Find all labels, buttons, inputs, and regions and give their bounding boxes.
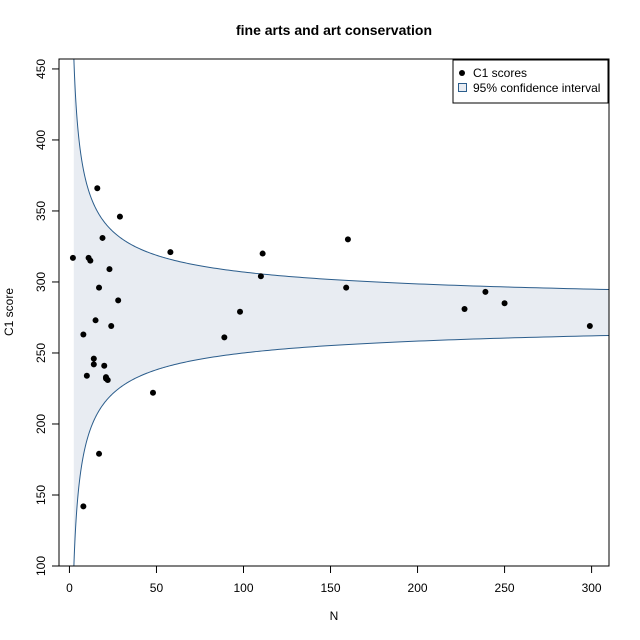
data-point xyxy=(344,236,351,243)
y-tick-label: 200 xyxy=(34,414,48,434)
x-tick-label: 250 xyxy=(495,581,515,595)
legend-point-icon xyxy=(459,70,465,76)
data-point xyxy=(461,305,468,312)
legend-points-label: C1 scores xyxy=(473,66,527,80)
data-point xyxy=(92,317,99,324)
y-tick-label: 250 xyxy=(34,343,48,363)
data-point xyxy=(259,250,266,257)
x-tick-label: 0 xyxy=(66,581,73,595)
data-point xyxy=(99,234,106,241)
data-point xyxy=(83,372,90,379)
y-tick-label: 300 xyxy=(34,272,48,292)
data-point xyxy=(94,185,101,192)
data-point xyxy=(149,389,156,396)
data-point xyxy=(237,308,244,315)
y-tick-label: 350 xyxy=(34,201,48,221)
x-tick-label: 200 xyxy=(408,581,428,595)
data-point xyxy=(80,503,87,510)
y-axis-label: C1 score xyxy=(2,288,16,336)
data-point xyxy=(343,284,350,291)
x-tick-label: 150 xyxy=(321,581,341,595)
legend-band-icon xyxy=(458,83,467,92)
x-axis: 0 50 100 150 200 250 300 xyxy=(66,565,602,595)
data-point xyxy=(104,376,111,383)
data-point xyxy=(90,361,97,368)
data-point xyxy=(69,254,76,261)
legend-box xyxy=(452,59,609,104)
data-point xyxy=(586,322,593,329)
data-point xyxy=(482,288,489,295)
data-points-layer xyxy=(69,185,593,510)
data-point xyxy=(221,334,228,341)
y-axis: 100 150 200 250 300 350 400 450 xyxy=(34,59,60,576)
x-tick-label: 50 xyxy=(150,581,164,595)
x-tick-label: 300 xyxy=(582,581,602,595)
data-point xyxy=(96,450,103,457)
y-tick-label: 150 xyxy=(34,485,48,505)
data-point xyxy=(80,331,87,338)
y-tick-label: 100 xyxy=(34,556,48,576)
data-point xyxy=(87,257,94,264)
confidence-band-layer xyxy=(73,59,609,566)
data-point xyxy=(96,284,103,291)
data-point xyxy=(106,266,113,273)
data-point xyxy=(108,322,115,329)
confidence-band-area xyxy=(73,59,609,566)
data-point xyxy=(167,249,174,256)
data-point xyxy=(90,355,97,362)
data-point xyxy=(116,213,123,220)
data-point xyxy=(115,297,122,304)
data-point xyxy=(257,273,264,280)
lower-confidence-line xyxy=(73,334,609,566)
upper-confidence-line xyxy=(73,59,609,291)
legend-band-label: 95% confidence interval xyxy=(473,81,600,95)
chart-title: fine arts and art conservation xyxy=(236,22,432,38)
x-tick-label: 100 xyxy=(233,581,253,595)
data-point xyxy=(501,300,508,307)
x-axis-label: N xyxy=(330,609,339,623)
y-tick-label: 450 xyxy=(34,59,48,79)
legend: C1 scores 95% confidence interval xyxy=(452,59,609,104)
data-point xyxy=(101,362,108,369)
y-tick-label: 400 xyxy=(34,130,48,150)
